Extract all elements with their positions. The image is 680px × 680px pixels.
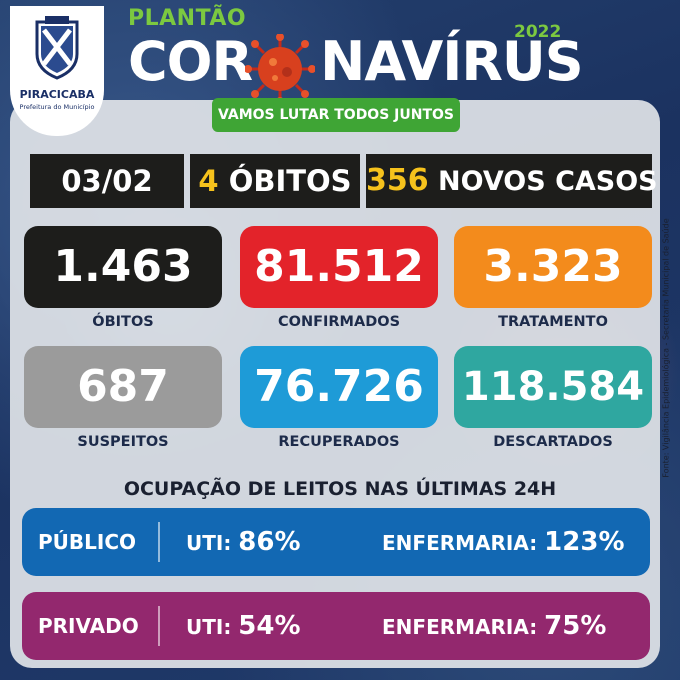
ward-label: ENFERMARIA: bbox=[382, 615, 538, 639]
ward-value: 123% bbox=[544, 527, 625, 557]
coronavirus-icon bbox=[245, 34, 315, 104]
stat-label: SUSPEITOS bbox=[77, 434, 169, 450]
slogan: VAMOS LUTAR TODOS JUNTOS bbox=[212, 98, 460, 132]
stat-card-recuperados: 76.726 bbox=[240, 346, 438, 428]
title-right: NAVÍRUS bbox=[320, 30, 584, 93]
city-crest-icon bbox=[35, 16, 79, 80]
stat-value: 687 bbox=[77, 361, 169, 412]
stat-value: 3.323 bbox=[483, 241, 623, 292]
year: 2022 bbox=[514, 22, 562, 42]
stat-card-confirmados: 81.512 bbox=[240, 226, 438, 308]
uti-label: UTI: bbox=[186, 531, 232, 555]
occupancy-title: OCUPAÇÃO DE LEITOS NAS ÚLTIMAS 24H bbox=[123, 478, 557, 500]
bed-row-privado: PRIVADO UTI: 54% ENFERMARIA: 75% bbox=[22, 592, 650, 660]
title-left: COR bbox=[128, 30, 253, 93]
stat-value: 81.512 bbox=[254, 241, 424, 292]
stat-value: 76.726 bbox=[254, 361, 424, 412]
source-note: Fonte: Vigilância Epidemiológica - Secre… bbox=[661, 218, 671, 478]
ward-value: 75% bbox=[544, 611, 607, 641]
stat-card-tratamento: 3.323 bbox=[454, 226, 652, 308]
uti-value: 86% bbox=[238, 527, 301, 557]
bed-sector: PÚBLICO bbox=[38, 530, 137, 554]
daily-deaths-value: 4 bbox=[198, 164, 219, 198]
date-box: 03/02 bbox=[30, 154, 184, 208]
city-logo: PIRACICABA Prefeitura do Município bbox=[10, 6, 104, 136]
bed-sector: PRIVADO bbox=[38, 614, 139, 638]
stat-value: 1.463 bbox=[53, 241, 193, 292]
uti-occupancy: UTI: 54% bbox=[186, 592, 301, 661]
stat-label: TRATAMENTO bbox=[498, 314, 608, 330]
stat-card-suspeitos: 687 bbox=[24, 346, 222, 428]
uti-occupancy: UTI: 86% bbox=[186, 508, 301, 577]
divider bbox=[158, 606, 160, 646]
daily-deaths-box: 4 ÓBITOS bbox=[190, 154, 360, 208]
city-name: PIRACICABA bbox=[19, 88, 95, 101]
daily-cases-label: NOVOS CASOS bbox=[438, 166, 658, 197]
city-subtitle: Prefeitura do Município bbox=[19, 103, 95, 111]
uti-value: 54% bbox=[238, 611, 301, 641]
ward-label: ENFERMARIA: bbox=[382, 531, 538, 555]
stat-label: ÓBITOS bbox=[92, 314, 154, 330]
bed-row-publico: PÚBLICO UTI: 86% ENFERMARIA: 123% bbox=[22, 508, 650, 576]
ward-occupancy: ENFERMARIA: 123% bbox=[382, 508, 625, 577]
stat-card-descartados: 118.584 bbox=[454, 346, 652, 428]
daily-cases-value: 356 bbox=[366, 163, 429, 198]
daily-deaths-label: ÓBITOS bbox=[228, 164, 352, 198]
stat-card-obitos: 1.463 bbox=[24, 226, 222, 308]
kicker: PLANTÃO bbox=[128, 6, 247, 31]
divider bbox=[158, 522, 160, 562]
uti-label: UTI: bbox=[186, 615, 232, 639]
stat-value: 118.584 bbox=[461, 364, 645, 410]
ward-occupancy: ENFERMARIA: 75% bbox=[382, 592, 606, 661]
stat-label: CONFIRMADOS bbox=[277, 314, 401, 330]
stat-label: RECUPERADOS bbox=[278, 434, 400, 450]
report-date: 03/02 bbox=[61, 164, 153, 198]
stat-label: DESCARTADOS bbox=[493, 434, 613, 450]
daily-cases-box: 356 NOVOS CASOS bbox=[366, 154, 658, 208]
page-title: COR NAVÍRUS bbox=[128, 30, 584, 93]
